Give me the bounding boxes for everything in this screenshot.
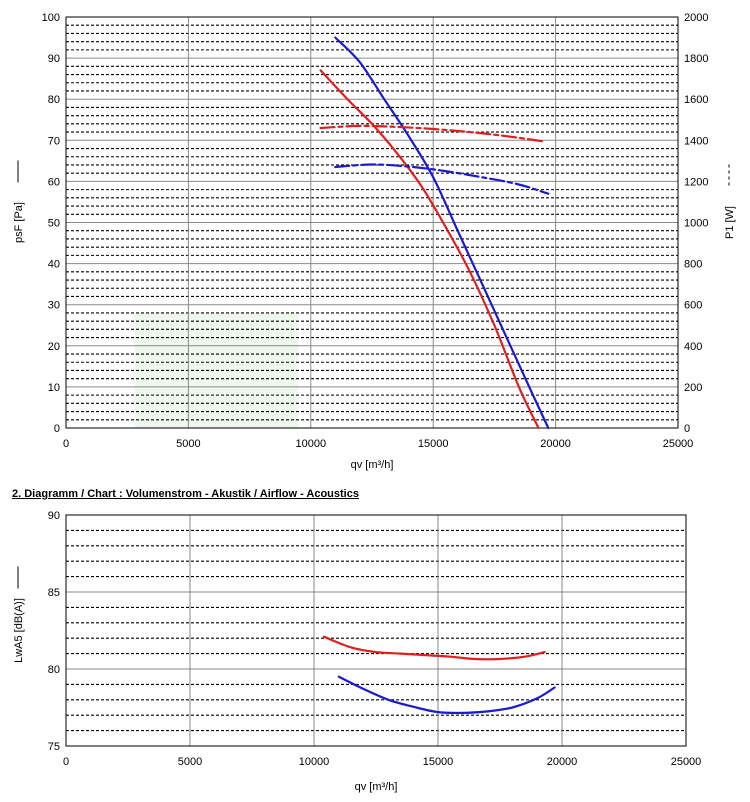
y-right-tick-label: 2000 xyxy=(684,12,708,24)
series-line-1 xyxy=(319,69,540,430)
y-right-tick-label: 1000 xyxy=(684,218,708,230)
y-right-tick-label: 600 xyxy=(684,300,702,312)
y-left-tick-label: 60 xyxy=(48,176,60,188)
x-tick-label: 10000 xyxy=(296,438,327,450)
x-tick-label: 20000 xyxy=(547,756,578,768)
y-tick-label: 80 xyxy=(48,664,60,676)
y-right-tick-label: 1200 xyxy=(684,176,708,188)
x-tick-label: 20000 xyxy=(540,438,571,450)
y-right-tick-label: 400 xyxy=(684,341,702,353)
y-left-tick-label: 30 xyxy=(48,300,60,312)
y-right-tick-label: 0 xyxy=(684,423,690,435)
y-right-tick-label: 1400 xyxy=(684,135,708,147)
y-tick-label: 85 xyxy=(48,587,60,599)
y-axis-title: LwA5 [dB(A)] xyxy=(13,598,25,663)
y-right-axis-title: P1 [W] xyxy=(724,206,736,239)
y-right-tick-label: 1800 xyxy=(684,53,708,65)
y-left-tick-label: 100 xyxy=(42,12,60,24)
y-tick-label: 90 xyxy=(48,510,60,522)
y-left-tick-label: 50 xyxy=(48,218,60,230)
x-axis-title: qv [m³/h] xyxy=(351,459,394,471)
series-line-1 xyxy=(322,635,546,661)
x-tick-label: 15000 xyxy=(418,438,449,450)
series-line-4 xyxy=(334,163,550,195)
y-right-tick-label: 800 xyxy=(684,259,702,271)
x-tick-label: 5000 xyxy=(176,438,200,450)
x-tick-label: 5000 xyxy=(178,756,202,768)
y-tick-label: 75 xyxy=(48,741,60,753)
plot-frame xyxy=(65,16,679,429)
y-left-tick-label: 80 xyxy=(48,94,60,106)
y-left-tick-label: 90 xyxy=(48,53,60,65)
x-axis-title: qv [m³/h] xyxy=(355,781,398,793)
x-tick-label: 0 xyxy=(63,438,69,450)
performance-chart: 0 5000 10000 15000 20000 25000010203040506070… xyxy=(13,12,736,471)
x-tick-label: 15000 xyxy=(423,756,454,768)
y-left-axis-title: psF [Pa] xyxy=(13,202,25,243)
series-line-2 xyxy=(334,36,550,430)
x-tick-label: 25000 xyxy=(671,756,702,768)
y-left-tick-label: 10 xyxy=(48,382,60,394)
series-line-3 xyxy=(319,124,545,143)
y-left-tick-label: 20 xyxy=(48,341,60,353)
plot-frame xyxy=(65,514,687,747)
series-line-2 xyxy=(337,675,556,715)
x-tick-label: 10000 xyxy=(299,756,330,768)
y-left-tick-label: 70 xyxy=(48,135,60,147)
y-right-tick-label: 200 xyxy=(684,382,702,394)
chart2-title: 2. Diagramm / Chart : Volumenstrom - Aku… xyxy=(12,488,359,500)
y-left-tick-label: 0 xyxy=(54,423,60,435)
x-tick-label: 25000 xyxy=(663,438,694,450)
x-tick-label: 0 xyxy=(63,756,69,768)
y-right-tick-label: 1600 xyxy=(684,94,708,106)
y-left-tick-label: 40 xyxy=(48,259,60,271)
